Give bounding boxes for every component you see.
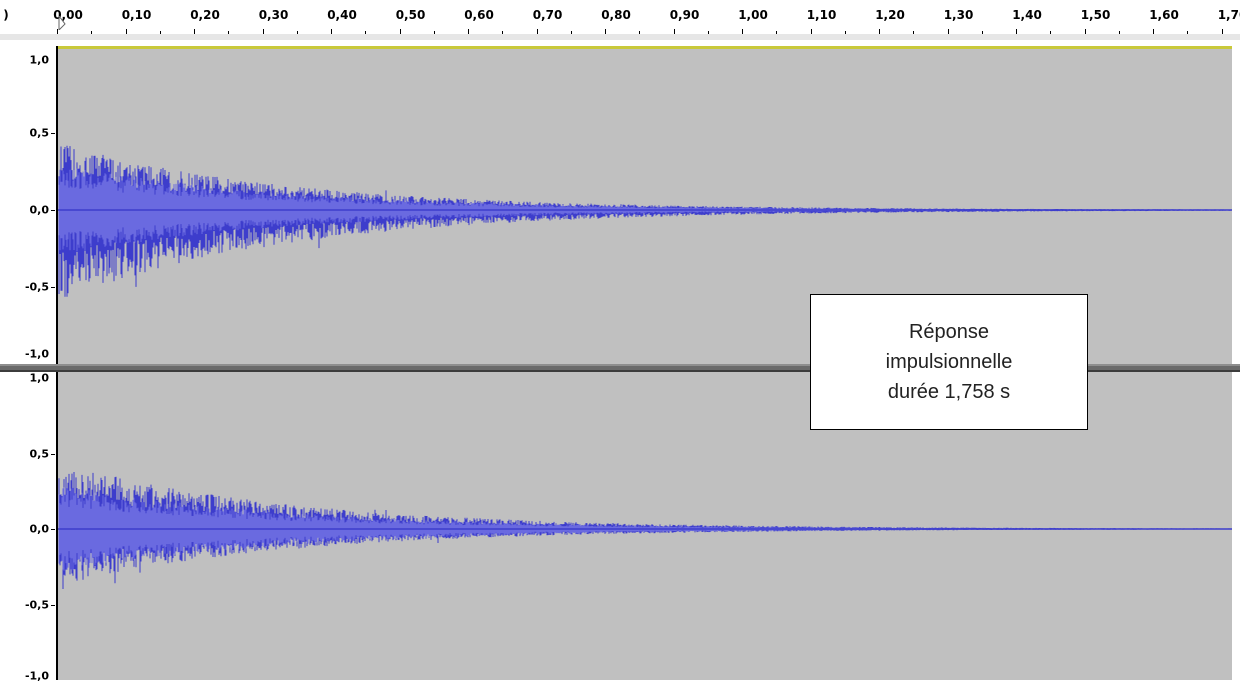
ruler-major-tick [57,29,58,34]
ruler-minor-tick [707,31,709,34]
impulse-response-callout: Réponse impulsionnelle durée 1,758 s [810,294,1088,430]
ruler-label-13: 1,30 [943,8,974,22]
ruler-label-15: 1,50 [1080,8,1111,22]
ruler-minor-tick [1187,31,1189,34]
ruler-major-tick [536,29,538,34]
ruler-major-tick [742,29,743,34]
timeline-ruler[interactable]: ) 0,00 0,10 0,20 0,30 0,40 0,50 0,60 0,70 0,80 0,… [0,0,1240,35]
ruler-major-tick [262,29,264,34]
track-1-y-label-1: 1,0 [29,53,50,67]
ruler-major-tick [468,29,469,34]
ruler-minor-tick [1118,31,1120,34]
ruler-label-12: 1,20 [875,8,905,22]
ruler-minor-tick [91,31,93,34]
ruler-minor-tick [159,31,161,34]
ruler-label-2: 0,20 [190,8,220,22]
track-2-y-label-0.5: 0,5 [29,447,50,461]
ruler-label-1: 0,10 [121,8,152,22]
ruler-minor-tick [570,31,572,34]
ruler-minor-tick [981,31,983,34]
ruler-label-14: 1,40 [1012,8,1042,22]
callout-line-2: impulsionnelle [885,351,1013,373]
ruler-bottom-strip [0,34,1240,40]
ruler-label-4: 0,40 [327,8,357,22]
ruler-label-8: 0,80 [601,8,631,22]
track-2-waveform [58,472,1232,589]
track-2-y-label-0: 0,0 [29,522,50,536]
ruler-label-7: 0,70 [532,8,563,22]
ruler-minor-tick [365,31,367,34]
track-selected-highlight [58,46,1232,49]
ruler-major-tick [125,29,127,34]
ruler-minor-tick [502,31,504,34]
callout-line-3: durée 1,758 s [887,381,1011,403]
ruler-major-tick [194,29,195,34]
ruler-minor-tick [433,31,435,34]
ruler-major-tick [947,29,949,34]
track-1-y-label-0.5: 0,5 [29,126,50,140]
playhead-pin-icon[interactable] [58,16,66,30]
ruler-major-tick [399,29,401,34]
ruler-minor-tick [296,31,298,34]
ruler-label-17: 1,70 [1217,8,1240,22]
track-2-y-label-neg1: -1,0 [24,669,49,683]
ruler-label-11: 1,10 [806,8,837,22]
ruler-minor-tick [913,31,915,34]
ruler-major-tick [605,29,606,34]
ruler-label-10: 1,00 [738,8,768,22]
ruler-major-tick [1016,29,1017,34]
track-1-y-label-0: 0,0 [29,203,50,217]
track-2-amplitude-axis: 1,0 0,5 0,0 -0,5 -1,0 [0,371,55,683]
track-1-y-label-neg0.5: -0,5 [24,280,49,294]
ruler-minor-tick [844,31,846,34]
track-1-waveform [58,46,1232,297]
ruler-major-tick [331,29,332,34]
ruler-label-3: 0,30 [258,8,289,22]
ruler-major-tick [1221,29,1223,34]
ruler-label-9: 0,90 [669,8,700,22]
track-2-y-label-1: 1,0 [29,371,50,385]
audio-track-2[interactable]: 1,0 0,5 0,0 -0,5 -1,0 [0,371,1240,683]
ruler-major-tick [1084,29,1086,34]
ruler-minor-tick [228,31,230,34]
ruler-label-16: 1,60 [1149,8,1179,22]
track-2-y-label-neg0.5: -0,5 [24,598,49,612]
track-1-y-label-neg1: -1,0 [24,347,49,361]
ruler-major-tick [673,29,675,34]
ruler-major-tick [1153,29,1154,34]
ruler-major-tick [810,29,812,34]
callout-line-1: Réponse [908,321,990,343]
ruler-label-5: 0,50 [395,8,426,22]
track-1-amplitude-axis: 1,0 0,5 0,0 -0,5 -1,0 [0,46,55,364]
ruler-left-edge-glyph: ) [3,8,9,22]
ruler-major-tick [879,29,880,34]
ruler-minor-tick [776,31,778,34]
ruler-minor-tick [1050,31,1052,34]
ruler-label-6: 0,60 [464,8,494,22]
track-separator[interactable] [0,364,1240,372]
ruler-minor-tick [639,31,641,34]
